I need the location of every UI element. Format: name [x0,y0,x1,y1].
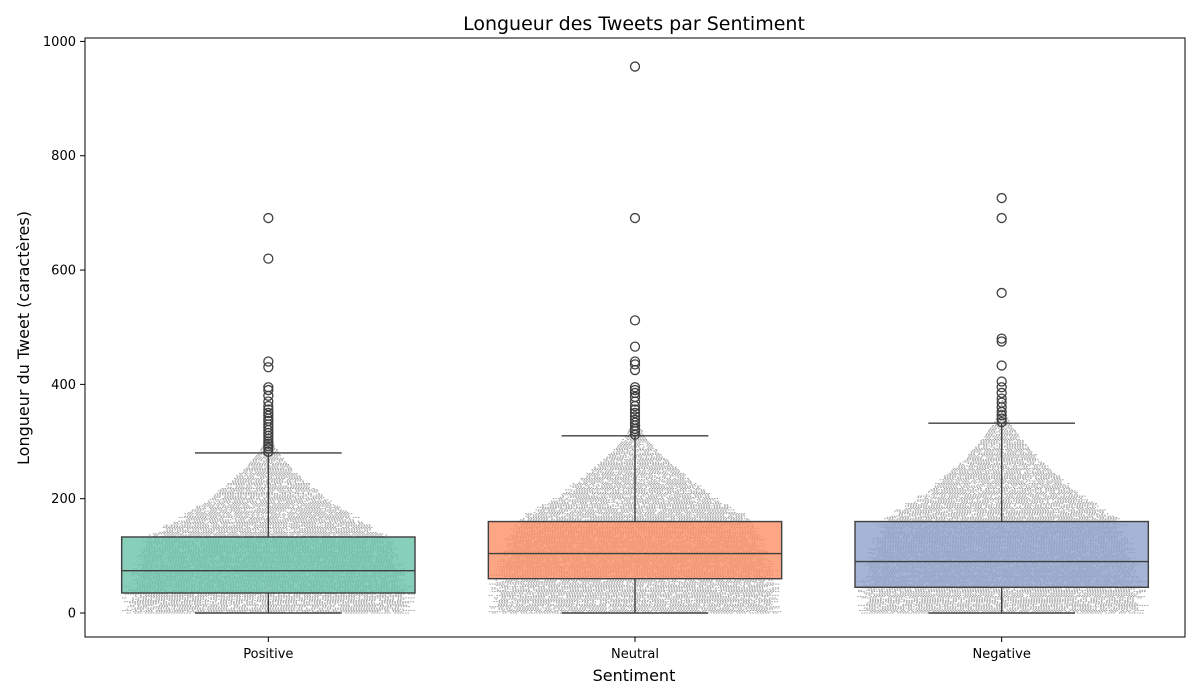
y-tick-label: 200 [51,492,76,507]
outlier-point [263,446,274,457]
outlier-point [629,382,641,393]
outlier-point [263,356,274,367]
x-axis-title: Sentiment [593,666,676,685]
outlier-point [629,404,641,415]
outlier-point [263,410,274,421]
outlier-point [263,253,274,264]
outlier-point [996,376,1007,387]
y-tick-label: 1000 [43,35,76,50]
box-neutral [487,61,783,614]
outlier-point [629,341,641,352]
y-axis-title: Longueur du Tweet (caractères) [14,211,33,465]
outlier-point [996,336,1007,347]
outlier-point [629,407,641,419]
box-iqr [854,520,1150,588]
outlier-point [996,393,1007,404]
box-positive [120,212,416,614]
outlier-point [996,382,1007,393]
x-axis: Positive Neutral Negative [243,637,1031,662]
outlier-point [996,192,1007,204]
outlier-point [629,391,641,403]
outlier-point [263,362,274,373]
outlier-point [629,61,641,72]
y-tick-label: 800 [51,149,76,164]
box-iqr [487,520,783,580]
x-tick-label: Negative [972,647,1030,662]
outlier-point [629,414,641,425]
outlier-point [996,410,1007,421]
outlier-point [263,404,274,415]
y-tick-label: 400 [51,378,76,393]
outlier-point [996,360,1007,371]
outlier-point [996,413,1007,424]
outlier-point [996,387,1007,399]
outlier-point [996,397,1007,408]
x-tick-label: Positive [243,647,293,662]
x-tick-label: Neutral [611,647,659,662]
outlier-point [263,382,274,393]
outlier-point [629,359,641,370]
box-negative [854,192,1150,614]
outlier-point [629,212,641,224]
outlier-point [263,407,274,419]
outlier-point [263,212,274,224]
chart-title: Longueur des Tweets par Sentiment [463,13,805,35]
outlier-point [629,356,641,367]
box-iqr [120,536,416,594]
y-tick-label: 0 [68,606,76,621]
outlier-point [996,212,1007,224]
outlier-point [263,396,274,407]
outlier-point [629,387,641,399]
outlier-point [996,416,1007,428]
outlier-point [263,384,274,396]
outlier-point [629,315,641,326]
box-layer [120,61,1150,614]
y-axis: 0 200 400 600 800 1000 [43,35,85,621]
outlier-point [996,287,1007,299]
outlier-point [629,384,641,396]
outlier-point [996,333,1007,344]
y-tick-label: 600 [51,264,76,279]
outlier-point [629,417,641,428]
outlier-point [263,400,274,412]
outlier-point [629,411,641,422]
